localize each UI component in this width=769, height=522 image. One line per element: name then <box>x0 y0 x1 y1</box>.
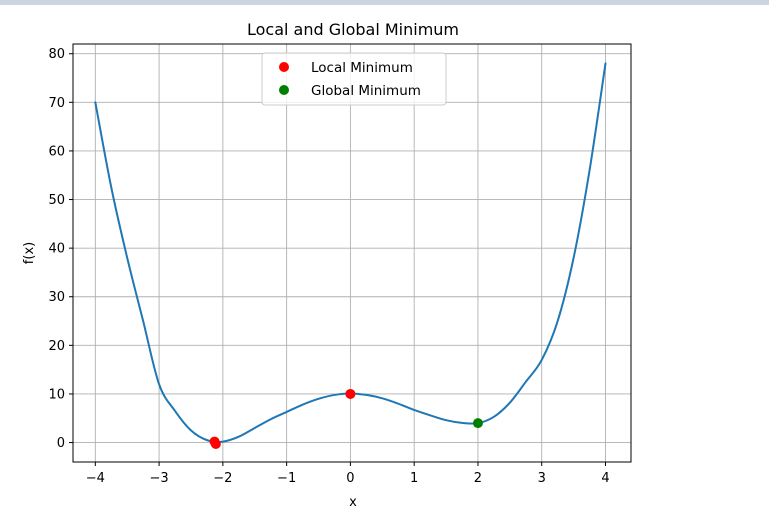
y-tick-label: 80 <box>48 47 65 62</box>
window-top-strip <box>0 0 769 5</box>
legend-marker-local-minimum <box>279 62 289 72</box>
legend-marker-global-minimum <box>279 85 289 95</box>
x-axis-label: x <box>349 495 357 510</box>
x-tick-label: 2 <box>474 471 482 486</box>
legend-frame <box>261 52 447 106</box>
x-tick-label: −1 <box>277 471 296 486</box>
y-tick-label: 70 <box>48 96 65 111</box>
local-minimum-point <box>345 388 356 399</box>
y-tick-label: 0 <box>57 436 65 451</box>
legend: Local Minimum Global Minimum <box>261 52 447 106</box>
x-tick-label: 4 <box>601 471 609 486</box>
local-minimum-point <box>210 439 221 450</box>
y-tick-label: 50 <box>48 193 65 208</box>
y-tick-label: 20 <box>48 339 65 354</box>
points-layer <box>209 388 483 450</box>
grid <box>73 44 631 462</box>
y-tick-label: 40 <box>48 242 65 257</box>
y-tick-label: 30 <box>48 290 65 305</box>
x-tick-label: 1 <box>410 471 418 486</box>
legend-label-global-minimum: Global Minimum <box>311 83 421 99</box>
x-tick-label: 3 <box>538 471 546 486</box>
chart-title: Local and Global Minimum <box>247 20 459 39</box>
x-tick-label: −2 <box>213 471 232 486</box>
legend-label-local-minimum: Local Minimum <box>311 60 413 76</box>
plot-frame <box>72 43 632 463</box>
global-minimum-point <box>472 418 483 429</box>
y-tick-label: 60 <box>48 144 65 159</box>
x-tick-label: −4 <box>86 471 105 486</box>
y-tick-label: 10 <box>48 387 65 402</box>
x-tick-label: −3 <box>150 471 169 486</box>
x-tick-label: 0 <box>346 471 354 486</box>
y-axis-label: f(x) <box>22 242 37 264</box>
